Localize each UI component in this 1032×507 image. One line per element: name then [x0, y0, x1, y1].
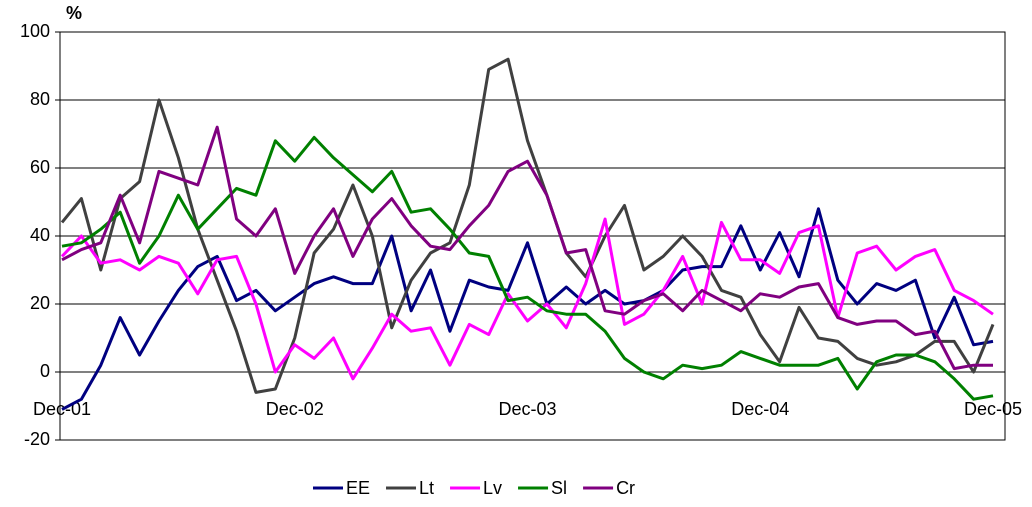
- series-line: [61, 135, 994, 401]
- y-tick-label: 0: [40, 361, 50, 381]
- legend-label: Lv: [483, 478, 502, 498]
- legend-label: EE: [346, 478, 370, 498]
- x-tick-label: Dec-05: [964, 399, 1022, 419]
- y-tick-label: 40: [30, 225, 50, 245]
- y-tick-label: -20: [24, 429, 50, 449]
- x-tick-label: Dec-03: [498, 399, 556, 419]
- y-tick-label: 80: [30, 89, 50, 109]
- series-line: [60, 57, 995, 394]
- legend-label: Cr: [616, 478, 635, 498]
- y-tick-label: 20: [30, 293, 50, 313]
- x-tick-label: Dec-04: [731, 399, 789, 419]
- y-axis-label: %: [66, 3, 82, 23]
- legend-label: Lt: [419, 478, 434, 498]
- legend-label: Sl: [551, 478, 567, 498]
- x-tick-label: Dec-02: [266, 399, 324, 419]
- series-line: [61, 125, 993, 371]
- series-line: [61, 207, 994, 411]
- y-tick-label: 60: [30, 157, 50, 177]
- y-tick-label: 100: [20, 21, 50, 41]
